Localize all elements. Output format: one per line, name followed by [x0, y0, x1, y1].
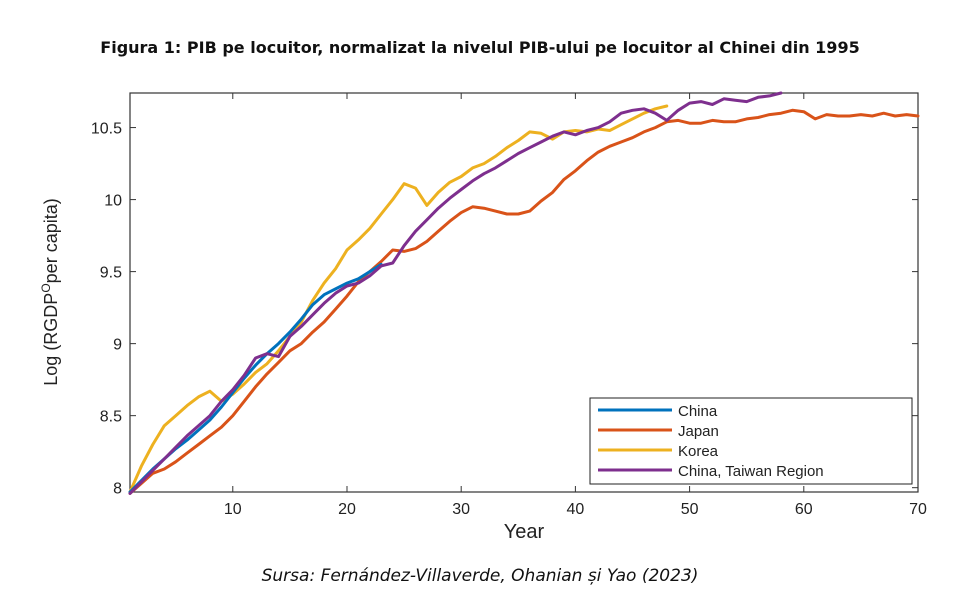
legend-label-china: China: [678, 403, 718, 420]
series-lines: [128, 91, 920, 495]
source-caption: Sursa: Fernández-Villaverde, Ohanian și …: [261, 566, 699, 586]
x-tick-label: 40: [566, 501, 584, 518]
y-tick-label: 9.5: [100, 265, 122, 282]
legend: China Japan Korea China, Taiwan Region: [589, 397, 913, 485]
series-line-china-taiwan-region: [128, 91, 783, 495]
y-axis-label: Log (RGDPOper capita): [39, 198, 61, 385]
y-axis-label-main: Log (RGDP: [41, 293, 61, 386]
x-tick-label: 60: [795, 501, 813, 518]
y-tick-label: 10: [104, 193, 122, 210]
y-axis-label-tail: per capita): [41, 198, 61, 283]
y-axis-label-sup: O: [39, 283, 53, 292]
series-line-korea: [128, 104, 669, 494]
legend-label-japan: Japan: [678, 423, 719, 440]
x-tick-label: 20: [338, 501, 356, 518]
legend-label-korea: Korea: [678, 443, 719, 460]
legend-label-taiwan: China, Taiwan Region: [678, 463, 824, 480]
series-line-japan: [128, 108, 920, 495]
figure-title: Figura 1: PIB pe locuitor, normalizat la…: [100, 38, 860, 57]
y-tick-label: 10.5: [91, 121, 122, 138]
x-tick-label: 30: [452, 501, 470, 518]
y-tick-label: 9: [113, 337, 122, 354]
x-tick-label: 10: [224, 501, 242, 518]
y-tick-label: 8.5: [100, 409, 122, 426]
axis-ticks: 10 20 30 40 50 60 70 8 8.5 9 9.5 10 10.5: [91, 93, 927, 518]
x-axis-label: Year: [504, 521, 545, 543]
y-tick-label: 8: [113, 481, 122, 498]
x-tick-label: 70: [909, 501, 927, 518]
x-tick-label: 50: [681, 501, 699, 518]
